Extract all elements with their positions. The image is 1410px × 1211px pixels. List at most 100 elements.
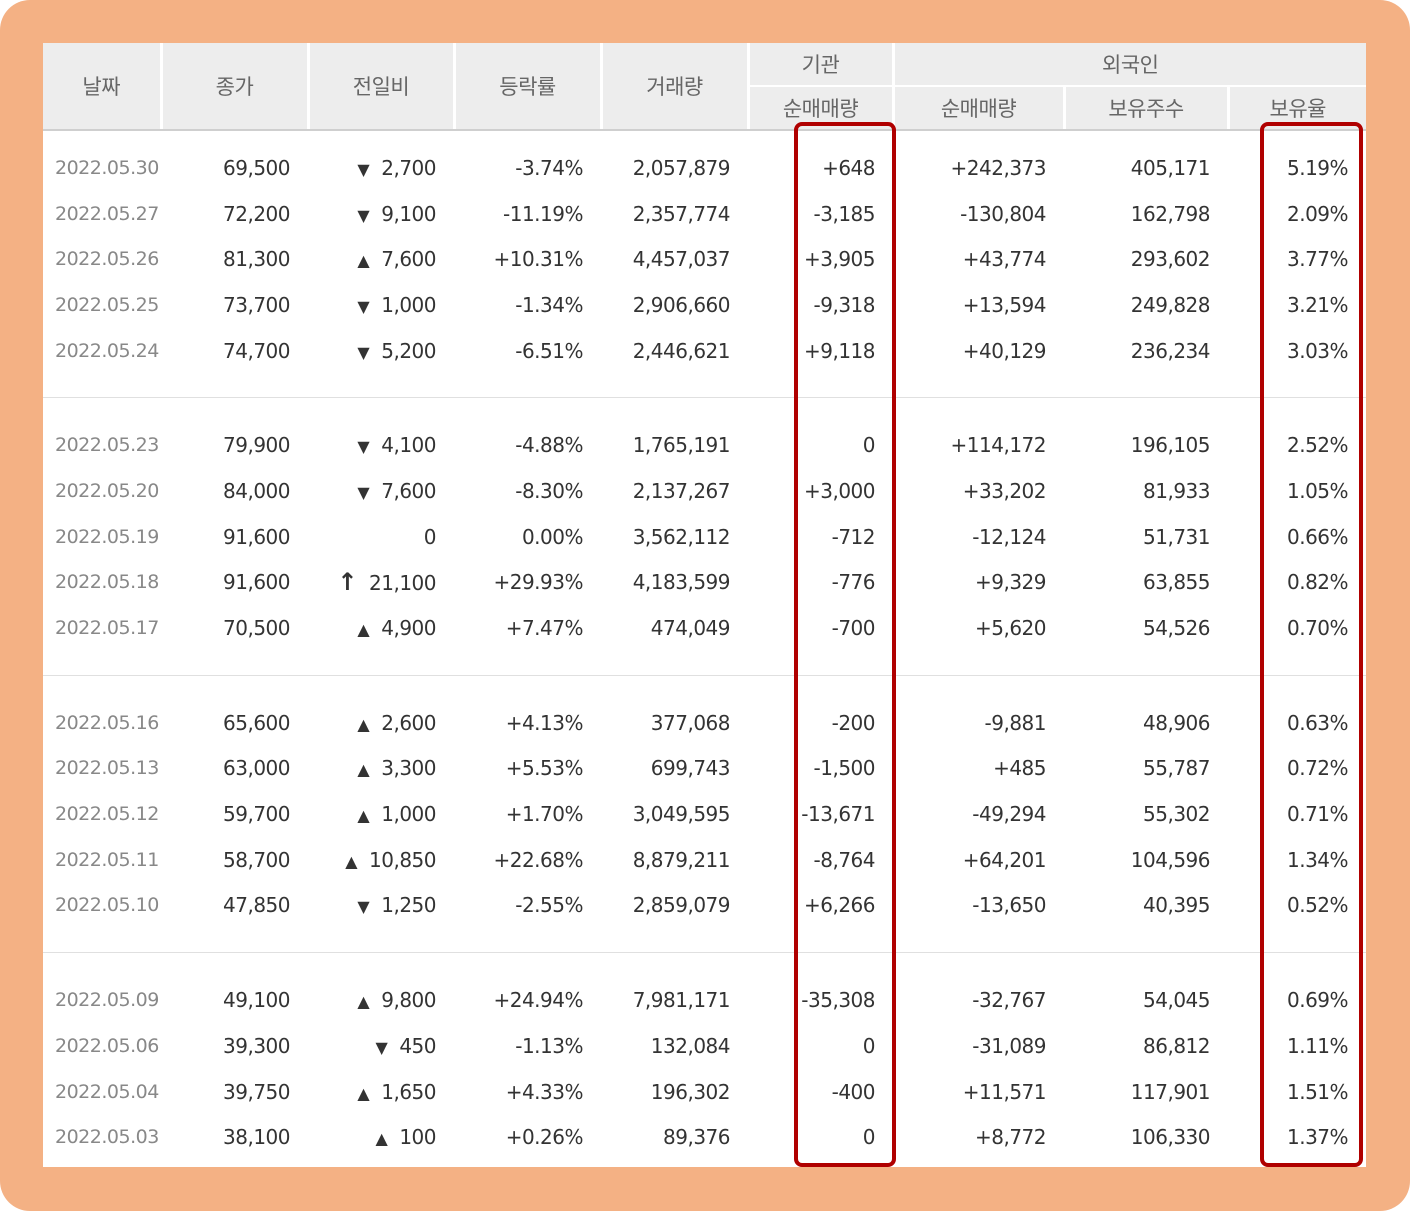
change-cell: ▼ 4,100 xyxy=(308,422,454,468)
volume-cell: 196,302 xyxy=(601,1069,748,1115)
rate-cell: +29.93% xyxy=(454,560,601,606)
change-cell: ▲ 1,650 xyxy=(308,1069,454,1115)
close-cell: 70,500 xyxy=(161,605,308,651)
table-row: 2022.05.03 38,100 ▲ 100 +0.26% 89,376 0 +8,772 1… xyxy=(43,1114,1366,1160)
date-cell: 2022.05.13 xyxy=(43,746,161,792)
change-cell: ▼ 9,100 xyxy=(308,191,454,237)
holdings-cell-value: 54,045 xyxy=(1143,988,1210,1013)
volume-cell: 3,562,112 xyxy=(601,514,748,560)
volume-cell: 2,906,660 xyxy=(601,282,748,328)
change-value: 3,300 xyxy=(381,756,436,781)
holdings-cell-value: 293,602 xyxy=(1130,247,1211,272)
inst-net-cell-value: -3,185 xyxy=(813,201,876,226)
date-cell-value: 2022.05.25 xyxy=(55,293,159,316)
ratio-cell: 1.25% xyxy=(1228,1160,1366,1167)
holdings-cell-value: 106,330 xyxy=(1130,1125,1211,1150)
change-value: 1,650 xyxy=(381,1079,436,1104)
close-cell-value: 91,600 xyxy=(223,524,290,549)
holdings-cell: 63,855 xyxy=(1064,560,1228,606)
date-cell-value: 2022.05.23 xyxy=(55,434,159,457)
table-row: 2022.05.25 73,700 ▼ 1,000 -1.34% 2,906,660 -9,… xyxy=(43,282,1366,328)
volume-cell-value: 2,357,774 xyxy=(632,201,731,226)
foreign-net-cell-value: +13,594 xyxy=(962,292,1047,317)
table-row: 2022.05.23 79,900 ▼ 4,100 -4.88% 1,765,191 0 +1… xyxy=(43,422,1366,468)
rate-cell: +4.13% xyxy=(454,700,601,746)
close-cell-value: 58,700 xyxy=(223,847,290,872)
header-rate: 등락률 xyxy=(454,43,603,129)
close-cell-value: 91,600 xyxy=(223,570,290,595)
rate-cell: +7.47% xyxy=(454,605,601,651)
change-value: 4,100 xyxy=(381,433,436,458)
header-inst-net: 순매매량 xyxy=(748,86,895,129)
up-triangle-icon: ▲ xyxy=(357,992,370,1012)
close-cell: 58,700 xyxy=(161,837,308,883)
volume-cell: 2,859,079 xyxy=(601,883,748,929)
close-cell: 59,700 xyxy=(161,791,308,837)
date-cell-value: 2022.05.09 xyxy=(55,989,159,1012)
ratio-cell-value: 1.37% xyxy=(1286,1125,1349,1150)
date-cell-value: 2022.05.10 xyxy=(55,894,159,917)
foreign-net-cell: -9,881 xyxy=(893,700,1064,746)
inst-net-cell: -200 xyxy=(748,700,893,746)
change-value: 7,600 xyxy=(381,478,436,503)
header-change: 전일비 xyxy=(308,43,456,129)
ratio-cell: 0.69% xyxy=(1228,977,1366,1023)
up-triangle-icon: ▲ xyxy=(357,714,370,734)
foreign-net-cell-value: -9,881 xyxy=(984,710,1047,735)
table-row: 2022.05.19 91,600 0 0.00% 3,562,112 -712 -12,1… xyxy=(43,514,1366,560)
holdings-cell: 236,234 xyxy=(1064,328,1228,374)
inst-net-cell: +3,905 xyxy=(748,236,893,282)
volume-cell: 4,183,599 xyxy=(601,560,748,606)
date-cell: 2022.05.19 xyxy=(43,514,161,560)
date-cell: 2022.05.09 xyxy=(43,977,161,1023)
date-cell-value: 2022.05.06 xyxy=(55,1034,159,1057)
inst-net-cell-value: -1,500 xyxy=(813,756,876,781)
close-cell: 84,000 xyxy=(161,468,308,514)
date-cell: 2022.05.18 xyxy=(43,560,161,606)
ratio-cell: 1.34% xyxy=(1228,837,1366,883)
inst-net-cell-value: +6,266 xyxy=(803,893,876,918)
rate-cell-value: -11.19% xyxy=(503,201,583,226)
date-cell: 2022.05.25 xyxy=(43,282,161,328)
volume-cell-value: 89,376 xyxy=(663,1125,730,1150)
inst-net-cell: 0 xyxy=(748,1023,893,1069)
inst-net-cell-value: -200 xyxy=(831,710,876,735)
rate-cell: -4.88% xyxy=(454,422,601,468)
inst-net-cell-value: -8,764 xyxy=(813,847,876,872)
change-value: 7,600 xyxy=(381,247,436,272)
rate-cell: -8.30% xyxy=(454,468,601,514)
table-row: 2022.05.10 47,850 ▼ 1,250 -2.55% 2,859,079 +6,… xyxy=(43,883,1366,929)
holdings-cell: 54,526 xyxy=(1064,605,1228,651)
ratio-cell-value: 2.09% xyxy=(1286,201,1349,226)
down-triangle-icon: ▼ xyxy=(357,482,370,502)
trading-table-panel: 날짜 종가 전일비 등락률 거래량 기관 외국인 순매매량 순매매량 보유주수 … xyxy=(43,43,1366,1167)
close-cell: 38,000 xyxy=(161,1160,308,1167)
inst-net-cell-value: -35,308 xyxy=(801,988,875,1013)
ratio-cell: 1.11% xyxy=(1228,1023,1366,1069)
rate-cell: +4.25% xyxy=(454,1160,601,1167)
foreign-net-cell-value: -130,804 xyxy=(960,201,1046,226)
inst-net-cell: -776 xyxy=(748,560,893,606)
holdings-cell: 97,558 xyxy=(1064,1160,1228,1167)
rate-cell-value: +4.33% xyxy=(505,1079,584,1104)
up-triangle-icon: ▲ xyxy=(357,1083,370,1103)
volume-cell-value: 3,562,112 xyxy=(632,524,731,549)
inst-net-cell-value: +9,118 xyxy=(803,338,876,363)
close-cell-value: 69,500 xyxy=(223,155,290,180)
inst-net-cell: -712 xyxy=(748,514,893,560)
volume-cell: 3,049,595 xyxy=(601,791,748,837)
table-row: 2022.05.09 49,100 ▲ 9,800 +24.94% 7,981,171 -3… xyxy=(43,977,1366,1023)
close-cell: 38,100 xyxy=(161,1114,308,1160)
inst-net-cell-value: +648 xyxy=(822,155,875,180)
ratio-cell-value: 1.11% xyxy=(1286,1033,1349,1058)
close-cell-value: 70,500 xyxy=(223,616,290,641)
table-row: 2022.05.11 58,700 ▲ 10,850 +22.68% 8,879,211 -… xyxy=(43,837,1366,883)
close-cell-value: 47,850 xyxy=(223,893,290,918)
date-cell-value: 2022.05.17 xyxy=(55,617,159,640)
table-row: 2022.05.18 91,600 ↑ 21,100 +29.93% 4,183,599 -… xyxy=(43,560,1366,606)
date-cell: 2022.05.04 xyxy=(43,1069,161,1115)
date-cell: 2022.05.27 xyxy=(43,191,161,237)
table-body: 2022.05.30 69,500 ▼ 2,700 -3.74% 2,057,879 +64… xyxy=(43,131,1366,1167)
rate-cell: +4.33% xyxy=(454,1069,601,1115)
investor-trading-table: 날짜 종가 전일비 등락률 거래량 기관 외국인 순매매량 순매매량 보유주수 … xyxy=(43,43,1366,1167)
